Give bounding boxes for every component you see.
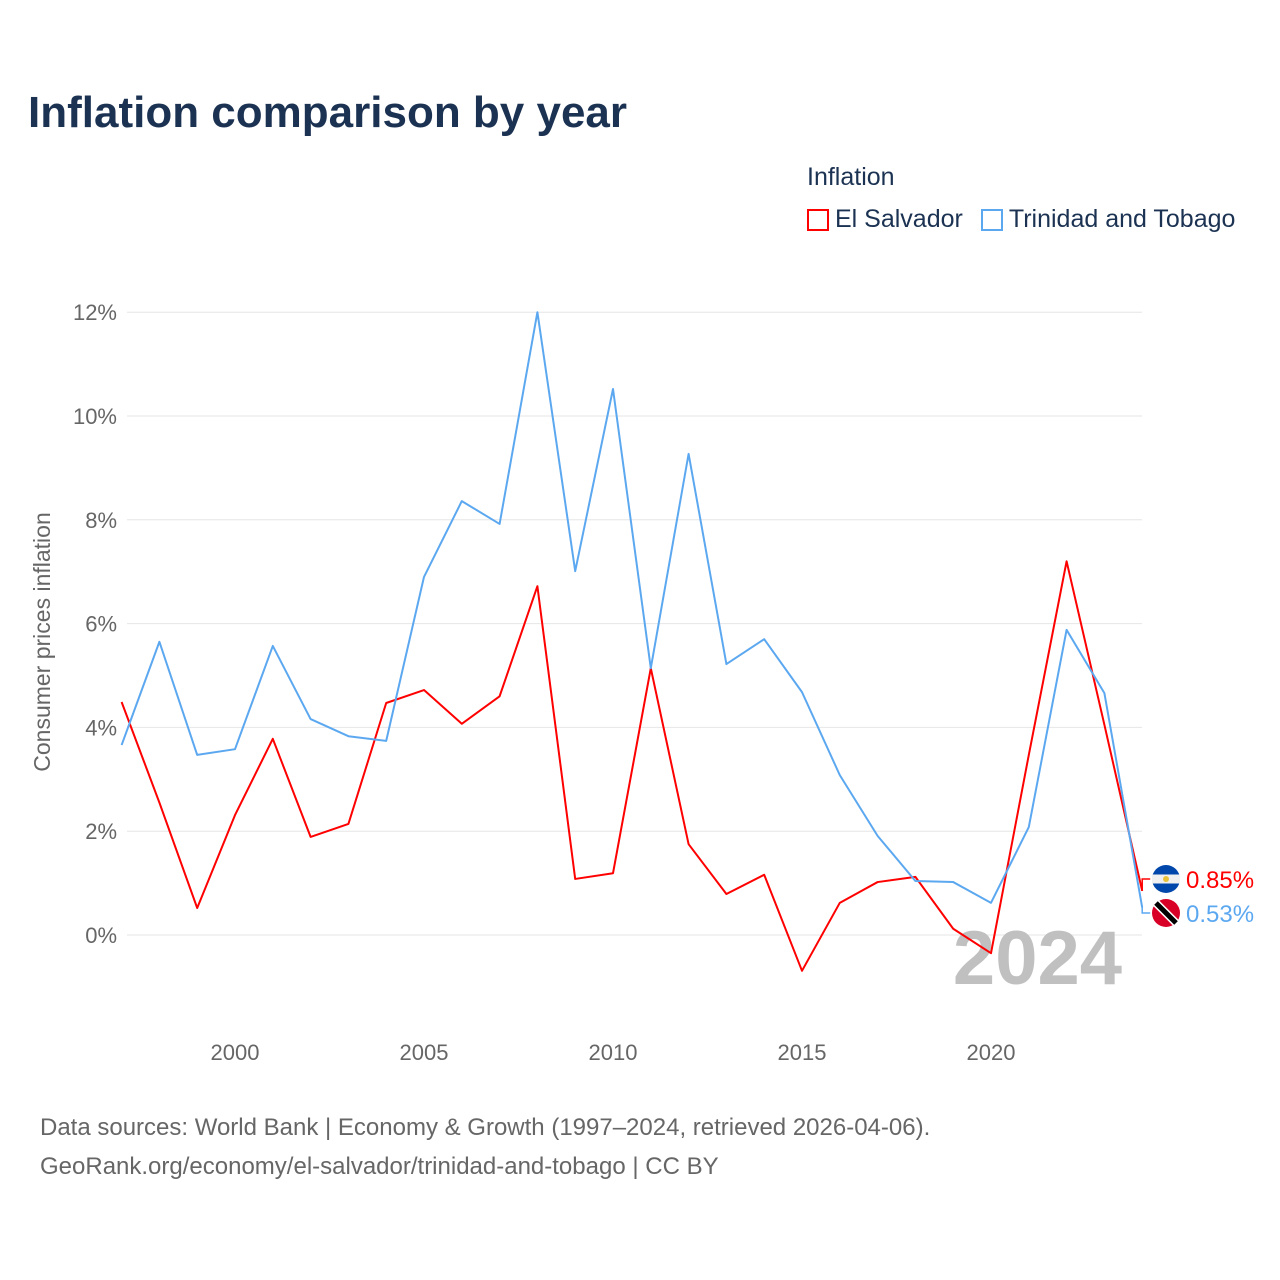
- end-value-label: 0.85%: [1186, 867, 1254, 894]
- legend-item-trinidad[interactable]: Trinidad and Tobago: [980, 205, 1236, 234]
- chart-title: Inflation comparison by year: [28, 88, 628, 137]
- y-tick-label: 10%: [73, 404, 117, 429]
- x-tick-label: 2010: [589, 1040, 638, 1065]
- year-watermark: 2024: [953, 916, 1122, 1001]
- y-tick-label: 12%: [73, 300, 117, 325]
- y-tick-label: 8%: [85, 508, 117, 533]
- flag-emblem: [1163, 876, 1169, 882]
- source-line-1: Data sources: World Bank | Economy & Gro…: [40, 1114, 931, 1141]
- y-tick-label: 6%: [85, 612, 117, 637]
- y-tick-label: 4%: [85, 715, 117, 740]
- x-tick-label: 2000: [211, 1040, 260, 1065]
- legend-item-el-salvador[interactable]: El Salvador: [807, 205, 963, 234]
- legend-label: El Salvador: [835, 205, 963, 233]
- end-connector: [1141, 878, 1151, 891]
- x-tick-label: 2005: [400, 1040, 449, 1065]
- y-tick-label: 0%: [85, 923, 117, 948]
- series-line-trinidad: [120, 311, 1144, 908]
- source-note: Data sources: World Bank | Economy & Gro…: [40, 1108, 930, 1186]
- legend-label: Trinidad and Tobago: [1008, 205, 1236, 233]
- legend-swatch: [980, 208, 1003, 231]
- legend-title: Inflation: [807, 163, 895, 191]
- x-tick-label: 2020: [967, 1040, 1016, 1065]
- end-value-label: 0.53%: [1186, 901, 1254, 928]
- x-tick-label: 2015: [778, 1040, 827, 1065]
- flag-stripe: [1154, 901, 1178, 925]
- y-axis-label: Consumer prices inflation: [29, 512, 55, 772]
- source-line-2: GeoRank.org/economy/el-salvador/trinidad…: [40, 1153, 719, 1180]
- end-connector: [1141, 907, 1151, 914]
- series-line-el-salvador: [120, 560, 1144, 972]
- legend-swatch: [807, 208, 829, 231]
- y-tick-label: 2%: [85, 819, 117, 844]
- legend: El Salvador Trinidad and Tobago: [807, 205, 1235, 234]
